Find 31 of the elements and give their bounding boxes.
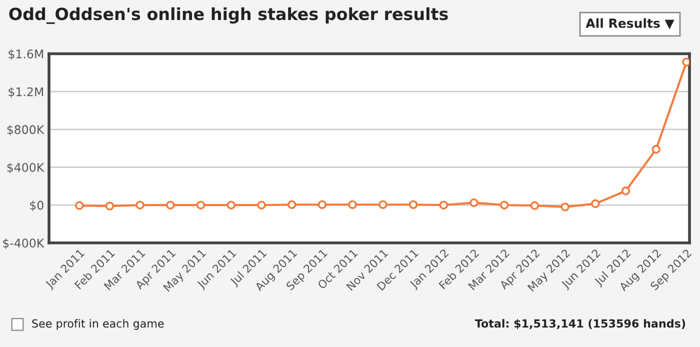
point <box>500 200 509 210</box>
text: Total: $1,513,141 (153596 hands) <box>474 319 686 330</box>
point <box>226 200 236 210</box>
point <box>470 198 478 208</box>
point <box>74 201 84 210</box>
text: All Results ▼ <box>586 18 674 30</box>
point <box>196 200 206 210</box>
point <box>166 200 175 210</box>
point <box>591 199 600 208</box>
point <box>348 200 357 209</box>
point <box>257 200 266 210</box>
point <box>560 202 570 212</box>
point <box>682 58 690 66</box>
y-tick-label: $-400K <box>3 238 44 250</box>
point <box>287 200 296 209</box>
point <box>530 201 540 210</box>
point <box>652 144 660 154</box>
point <box>105 202 114 210</box>
point <box>318 200 327 209</box>
point <box>378 200 388 209</box>
y-tick-label: $800K <box>7 124 44 136</box>
y-tick-label: $1.2M <box>8 87 43 98</box>
point <box>621 186 630 196</box>
point <box>439 200 448 210</box>
y-tick-label: $0 <box>30 200 44 212</box>
point <box>408 200 418 209</box>
text: See profit in each game <box>32 319 164 330</box>
y-tick-label: $1.6M <box>8 49 43 60</box>
y-tick-label: $400K <box>7 162 44 174</box>
point <box>136 200 144 210</box>
chart-title: Odd_Oddsen's online high stakes poker results <box>9 7 448 24</box>
